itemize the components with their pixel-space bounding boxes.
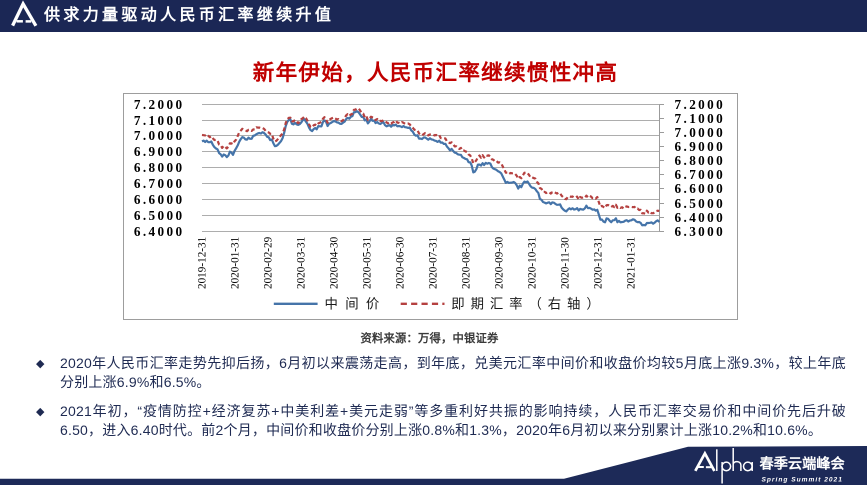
svg-text:2020-03-31: 2020-03-31: [296, 237, 308, 289]
svg-text:2020-05-31: 2020-05-31: [362, 237, 374, 289]
svg-text:春季云端峰会: 春季云端峰会: [759, 455, 846, 472]
svg-text:7.1000: 7.1000: [134, 113, 185, 128]
svg-text:7.0000: 7.0000: [675, 125, 726, 140]
svg-text:6.8000: 6.8000: [675, 153, 726, 168]
svg-text:6.9000: 6.9000: [675, 139, 726, 154]
svg-text:2020-07-31: 2020-07-31: [428, 237, 440, 289]
svg-text:2020-09-30: 2020-09-30: [494, 236, 506, 289]
svg-text:7.1000: 7.1000: [675, 111, 726, 126]
svg-text:2020-04-30: 2020-04-30: [329, 236, 341, 289]
svg-text:2019-12-31: 2019-12-31: [197, 237, 209, 289]
svg-text:即期汇率（右轴）: 即期汇率（右轴）: [451, 295, 605, 311]
svg-text:6.4000: 6.4000: [675, 210, 726, 225]
svg-text:6.7000: 6.7000: [675, 167, 726, 182]
svg-text:6.6000: 6.6000: [675, 181, 726, 196]
svg-text:2020-12-31: 2020-12-31: [593, 237, 605, 289]
svg-text:2020-02-29: 2020-02-29: [263, 236, 275, 289]
svg-text:2020-01-31: 2020-01-31: [230, 237, 242, 289]
svg-text:6.9000: 6.9000: [134, 144, 185, 159]
svg-text:2021-01-31: 2021-01-31: [626, 237, 638, 289]
svg-text:2020-06-30: 2020-06-30: [395, 236, 407, 289]
svg-text:6.6000: 6.6000: [134, 192, 185, 207]
svg-text:2020-08-31: 2020-08-31: [461, 237, 473, 289]
svg-text:6.5000: 6.5000: [134, 208, 185, 223]
svg-text:7.0000: 7.0000: [134, 128, 185, 143]
svg-text:中间价: 中间价: [325, 296, 387, 311]
svg-text:2020-10-31: 2020-10-31: [527, 237, 539, 289]
svg-text:7.2000: 7.2000: [134, 97, 185, 112]
svg-text:Spring Summit 2021: Spring Summit 2021: [762, 476, 843, 483]
svg-text:6.4000: 6.4000: [134, 224, 185, 239]
svg-text:6.8000: 6.8000: [134, 160, 185, 175]
svg-text:6.3000: 6.3000: [675, 224, 726, 239]
svg-text:6.7000: 6.7000: [134, 176, 185, 191]
svg-text:2020-11-30: 2020-11-30: [560, 237, 572, 289]
svg-text:6.5000: 6.5000: [675, 196, 726, 211]
svg-text:7.2000: 7.2000: [675, 97, 726, 112]
